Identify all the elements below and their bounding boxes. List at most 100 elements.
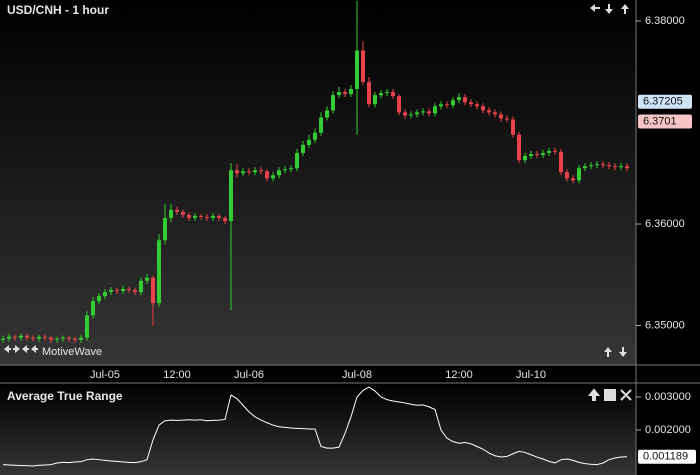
y-tick-label: 6.38000 <box>645 15 685 27</box>
candle-body <box>439 104 443 107</box>
candle-body <box>313 132 317 140</box>
candle-body <box>187 214 191 218</box>
candle-body <box>505 118 509 120</box>
candle-body <box>145 277 149 281</box>
last-value-box <box>638 449 696 464</box>
candle-body <box>475 104 479 107</box>
candle-body <box>193 215 197 218</box>
candle-body <box>19 335 23 338</box>
candle-body <box>559 151 563 173</box>
candle-body <box>319 117 323 133</box>
x-tick-label: 12:00 <box>445 369 473 381</box>
candle-body <box>25 335 29 338</box>
candle-body <box>349 89 353 95</box>
candle-body <box>469 102 473 105</box>
y-tick-label: 0.003000 <box>645 391 691 403</box>
candle-body <box>373 95 377 105</box>
candle-body <box>205 216 209 218</box>
candle-body <box>199 215 203 217</box>
nav-arrows[interactable] <box>4 345 38 353</box>
candle-body <box>583 166 587 169</box>
candle-body <box>589 165 593 167</box>
candle-body <box>37 336 41 339</box>
candle-body <box>523 156 527 161</box>
axis-bg <box>636 0 700 475</box>
atr-line <box>2 386 628 467</box>
price-marker-label: 6.3701 <box>643 115 677 127</box>
x-tick-label: Jul-05 <box>90 369 120 381</box>
candle-body <box>97 296 101 302</box>
price-marker <box>638 94 692 109</box>
candle-body <box>109 289 113 293</box>
candle-body <box>133 289 137 293</box>
candle-body <box>79 337 83 340</box>
candle-body <box>163 217 167 241</box>
candle-body <box>241 171 245 174</box>
candle-body <box>223 217 227 221</box>
candle-body <box>553 150 557 152</box>
candle-body <box>277 170 281 176</box>
candle-body <box>175 209 179 212</box>
candle-body <box>463 97 467 103</box>
candle-body <box>31 337 35 339</box>
candle-body <box>427 111 431 114</box>
candle-body <box>547 150 551 153</box>
candle-body <box>415 112 419 115</box>
candle-body <box>271 175 275 179</box>
x-tick-label: Jul-10 <box>516 369 546 381</box>
candle-body <box>595 164 599 166</box>
price-marker <box>638 114 692 129</box>
candle-body <box>361 50 365 82</box>
candle-body <box>265 171 269 179</box>
candle-body <box>259 170 263 172</box>
candle-body <box>517 134 521 161</box>
brand: MotiveWave <box>42 346 102 358</box>
candle-body <box>481 106 485 111</box>
candle-body <box>451 100 455 106</box>
candle-body <box>385 92 389 94</box>
candle-body <box>301 144 305 153</box>
candle-body <box>181 211 185 215</box>
pane-controls[interactable] <box>587 4 632 401</box>
candle-body <box>157 240 161 304</box>
y-tick-label: 6.36000 <box>645 218 685 230</box>
candle-body <box>7 336 11 339</box>
candle-body <box>355 50 359 90</box>
price-pane <box>0 0 636 365</box>
candle-body <box>1 338 5 340</box>
candle-body <box>541 152 545 155</box>
candle-body <box>529 153 533 157</box>
candle-body <box>127 288 131 290</box>
candle-body <box>73 338 77 340</box>
candle-body <box>367 81 371 105</box>
candle-body <box>457 97 461 101</box>
candle-body <box>487 110 491 113</box>
candle-body <box>625 166 629 169</box>
candle-body <box>151 277 155 304</box>
candle-body <box>343 92 347 95</box>
candle-body <box>409 114 413 116</box>
candle-body <box>61 337 65 339</box>
y-tick-label: 6.35000 <box>645 319 685 331</box>
candle-body <box>169 209 173 218</box>
candle-body <box>85 315 89 338</box>
price-marker-label: 6.37205 <box>643 96 683 108</box>
candle-body <box>571 178 575 181</box>
candle-body <box>613 166 617 168</box>
candle-body <box>13 336 17 338</box>
candle-body <box>289 168 293 170</box>
candle-body <box>337 92 341 96</box>
candle-body <box>565 172 569 179</box>
candle-body <box>247 171 251 173</box>
candle-body <box>211 215 215 218</box>
candle-body <box>139 280 143 293</box>
candle-body <box>445 104 449 106</box>
candle-body <box>67 337 71 339</box>
plot: 6.35000 6.36000 6.38000 Jul-05 12:00 Jul-06 Ju… <box>1 0 696 467</box>
candle-body <box>115 289 119 292</box>
candle-body <box>391 92 395 97</box>
candle-body <box>499 114 503 119</box>
candle-body <box>331 95 335 111</box>
candle-body <box>91 301 95 316</box>
